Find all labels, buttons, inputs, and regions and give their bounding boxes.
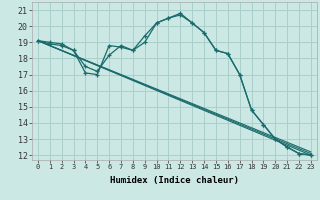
X-axis label: Humidex (Indice chaleur): Humidex (Indice chaleur) xyxy=(110,176,239,185)
